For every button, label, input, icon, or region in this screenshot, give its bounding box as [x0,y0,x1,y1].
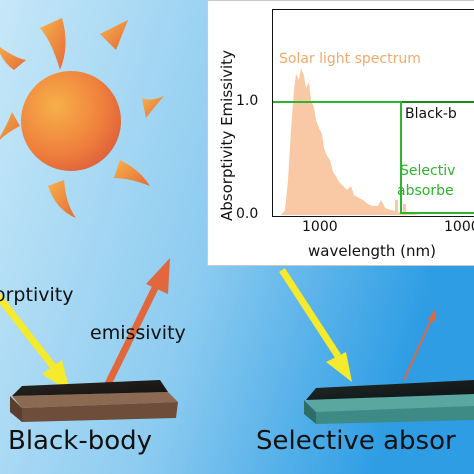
y-axis-label: Absorptivity Emissivity [218,50,236,221]
x-tick-1000: 1000 [302,219,338,235]
black-body-curve-label: Black-b [405,106,457,122]
y-tick-0: 0.0 [236,206,259,222]
absorptivity-label: orptivity [0,284,74,306]
absorbed-light-arrow [0,293,70,392]
selective-emission-arrow [403,308,436,381]
y-tick-1: 1.0 [236,93,259,109]
black-body-label: Black-body [8,426,153,456]
x-tick-10000: 1000 [444,219,474,235]
selective-absorbed-arrow [279,268,352,382]
inset-spectrum-plot: Absorptivity Emissivity 1.0 0.0 1000 100… [207,0,474,266]
sun-icon [21,71,121,171]
emission-arrow [104,258,170,386]
selective-absorber-plate [304,380,474,424]
sun-rays [0,18,164,218]
plot-frame [272,9,474,217]
solar-spectrum-shape [281,68,423,215]
solar-spectrum-label: Solar light spectrum [279,51,421,67]
black-body-plate [10,380,178,422]
selective-curve-label-line2: absorbe [397,183,454,199]
selective-absorber-label: Selective absor [256,426,456,456]
selective-curve-label-line1: Selectiv [400,163,456,179]
emissivity-label: emissivity [90,322,186,344]
plot-curves [273,68,474,215]
selective-absorber-curve [273,101,474,214]
x-axis-label: wavelength (nm) [308,242,436,260]
